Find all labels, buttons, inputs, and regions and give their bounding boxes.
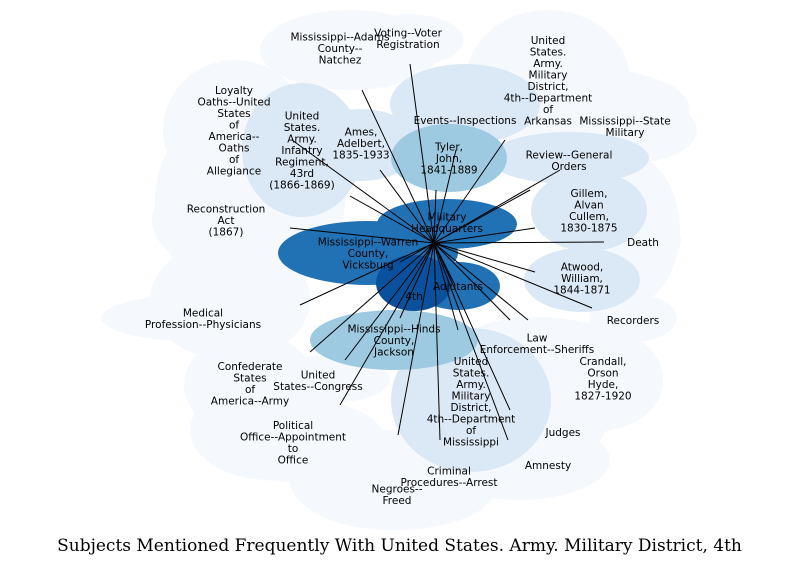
edge-atwood	[433, 242, 536, 273]
edge-freed	[397, 242, 435, 436]
edge-adjutants	[433, 242, 456, 286]
edge-statemilitary	[433, 169, 561, 244]
edge-medical	[299, 242, 435, 306]
edge-hinds	[399, 242, 435, 319]
edge-headquarters	[433, 242, 441, 245]
edge-amnesty	[433, 242, 509, 441]
edge-infantry	[349, 195, 435, 244]
node-label-arkansas: United States. Army. Military District, 4th--…	[504, 35, 593, 128]
edge-review	[433, 189, 531, 244]
node-label-crandall: Crandall, Orson Hyde, 1827-1920	[574, 356, 631, 403]
node-bubble-events	[390, 64, 540, 144]
edge-arkansas	[433, 139, 506, 244]
node-bubbles	[101, 10, 697, 530]
node-labels: Medical Profession--Physicians Voting--Vot…	[145, 27, 671, 507]
node-bubble-infantry	[242, 83, 362, 217]
edge-gillem	[433, 227, 536, 244]
edge-congress	[344, 242, 435, 361]
edge-lines	[289, 63, 605, 441]
node-label-warren: Mississippi--Warren County, Vicksburg	[318, 237, 419, 272]
edge-ames	[379, 169, 435, 244]
node-label-medical: Medical Profession--Physicians	[145, 307, 261, 331]
node-label-adjutants: Adjutants	[433, 281, 483, 293]
node-label-loyalty: Loyalty Oaths--United States of America--Oat…	[197, 85, 270, 178]
node-label-center: 4th	[405, 291, 422, 303]
edge-political	[339, 242, 435, 406]
node-label-tyler: Tyler, John, 1841-1889	[420, 142, 477, 177]
node-bubble-natchez	[265, 17, 415, 83]
node-label-hinds: Mississippi--Hinds County, Jackson	[347, 324, 440, 359]
edge-mississippi	[433, 242, 459, 331]
node-label-confed: Confederate States of America--Army	[211, 361, 289, 408]
node-label-headquarters: Military Headquarters	[411, 211, 483, 235]
edge-recorders	[433, 242, 593, 309]
node-label-review: Review--General Orders	[526, 149, 613, 173]
node-label-law: Law Enforcement--Sheriffs	[480, 332, 595, 356]
diagram-caption: Subjects Mentioned Frequently With Unite…	[57, 536, 742, 556]
node-label-voting: Voting--Voter Registration	[374, 27, 442, 51]
edge-tyler	[433, 189, 437, 244]
node-label-gillem: Gillem, Alvan Cullem, 1830-1875	[560, 188, 617, 235]
edge-confed	[309, 242, 435, 353]
edge-reconstruction	[289, 227, 435, 244]
node-bubble-gillem	[531, 171, 647, 251]
node-bubble-congress	[246, 356, 390, 404]
node-label-mississippi: United States. Army. Military District, 4th--…	[427, 356, 516, 449]
edge-law	[433, 242, 511, 321]
edge-natchez	[361, 89, 435, 244]
node-label-political: Political Office--Appointment to Office	[240, 420, 346, 467]
node-label-atwood: Atwood, William, 1844-1871	[553, 262, 610, 297]
edge-loyalty	[291, 139, 435, 244]
node-label-freed: Negroes--Freed	[372, 483, 423, 507]
edge-events	[433, 149, 457, 244]
node-label-infantry: United States. Army. Infantry Regiment, 43rd(…	[269, 111, 334, 192]
edge-judges	[433, 242, 511, 411]
node-label-congress: United States--Congress	[273, 369, 362, 393]
edge-crandall	[433, 242, 529, 321]
node-label-death: Death	[627, 237, 659, 249]
node-bubble-atwood	[524, 248, 640, 312]
node-label-judges: Judges	[544, 427, 580, 439]
node-label-natchez: Mississippi--Adams County--Natchez	[290, 32, 389, 67]
edge-criminal	[433, 242, 441, 441]
node-bubble-medical	[101, 294, 305, 342]
node-label-reconstruction: Reconstruction Act (1867)	[187, 204, 266, 239]
node-label-events: Events--Inspections	[414, 115, 517, 127]
edge-warren	[399, 242, 435, 263]
node-label-ames: Ames, Adelbert, 1835-1933	[332, 127, 389, 162]
node-label-amnesty: Amnesty	[525, 460, 571, 472]
node-label-statemilitary: Mississippi--State Military	[579, 115, 670, 139]
graph-canvas: Medical Profession--Physicians Voting--Vot…	[101, 10, 697, 530]
node-label-criminal: Criminal Procedures--Arrest	[400, 465, 497, 489]
edge-voting	[409, 63, 435, 244]
edge-death	[433, 241, 605, 244]
node-bubble-center	[376, 255, 452, 311]
node-bubble-review	[489, 132, 649, 184]
node-label-recorders: Recorders	[607, 315, 660, 327]
